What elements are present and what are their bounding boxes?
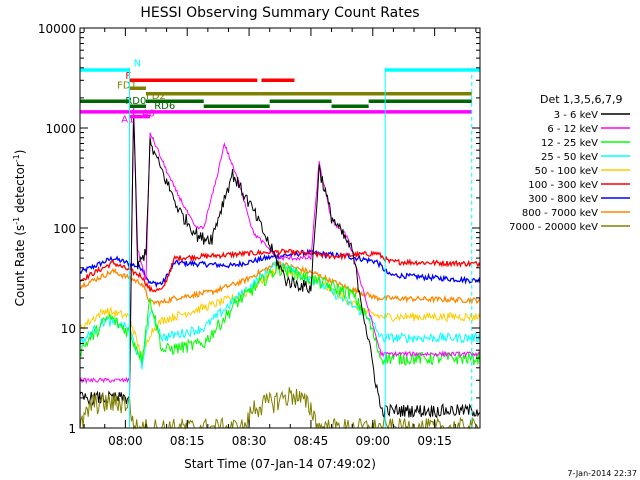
x-tick-label: 08:00 xyxy=(108,434,143,448)
y-tick-label: 100 xyxy=(53,222,76,236)
x-axis: 08:00 08:15 08:30 08:45 09:00 09:15 xyxy=(83,28,477,448)
y-axis: 1 10 100 1000 10000 xyxy=(38,22,480,436)
series-12-25kev-curve xyxy=(79,261,481,366)
y-tick-label: 1000 xyxy=(45,122,76,136)
legend-entry-label: 50 - 100 keV xyxy=(535,166,599,177)
series-7000-20000kev-curve xyxy=(79,387,480,430)
legend: Det 1,3,5,6,7,9 3 - 6 keV 6 - 12 keV 12 - … xyxy=(509,93,630,233)
flag-label-f: F xyxy=(125,71,131,82)
legend-title: Det 1,3,5,6,7,9 xyxy=(540,93,623,106)
series-100-300kev-curve xyxy=(79,248,481,293)
legend-entry-label: 300 - 800 keV xyxy=(528,194,598,205)
x-axis-label: Start Time (07-Jan-14 07:49:02) xyxy=(184,457,376,471)
flag-label-fd1: FD1 xyxy=(117,81,137,92)
flag-label-a0: A0 xyxy=(142,108,155,119)
chart-title: HESSI Observing Summary Count Rates xyxy=(140,5,419,21)
x-tick-label: 09:00 xyxy=(355,434,390,448)
flag-label-a1: A1 xyxy=(121,114,134,125)
footer-timestamp: 7-Jan-2014 22:37 xyxy=(567,469,637,478)
flag-label-rd0: RD0 xyxy=(125,96,146,107)
y-tick-label: 10 xyxy=(61,322,76,336)
series-50-100kev-curve xyxy=(79,264,481,359)
x-tick-label: 08:45 xyxy=(294,434,329,448)
legend-entry-label: 6 - 12 keV xyxy=(547,124,598,135)
legend-entry-label: 800 - 7000 keV xyxy=(522,208,598,219)
legend-entry-label: 25 - 50 keV xyxy=(541,152,598,163)
series-300-800kev-curve xyxy=(79,248,481,289)
y-axis-label: Count Rate (s-1 detector-1) xyxy=(12,150,27,307)
legend-entry-label: 7000 - 20000 keV xyxy=(509,222,598,233)
x-tick-label: 09:15 xyxy=(417,434,452,448)
series-3-6kev-curve xyxy=(79,115,481,419)
legend-entry-label: 12 - 25 keV xyxy=(541,138,598,149)
flag-label-rd6: RD6 xyxy=(154,101,175,112)
y-tick-label: 1 xyxy=(68,422,76,436)
y-tick-label: 10000 xyxy=(38,22,76,36)
legend-entry-label: 100 - 300 keV xyxy=(528,180,598,191)
x-tick-label: 08:30 xyxy=(232,434,267,448)
flag-label-n: N xyxy=(134,59,141,70)
flag-label-fd2: FD2 xyxy=(146,91,166,102)
legend-entry-label: 3 - 6 keV xyxy=(554,110,598,121)
series-6-12kev-curve xyxy=(79,104,481,385)
x-tick-label: 08:15 xyxy=(170,434,205,448)
series-800-7000kev-curve xyxy=(79,260,481,308)
